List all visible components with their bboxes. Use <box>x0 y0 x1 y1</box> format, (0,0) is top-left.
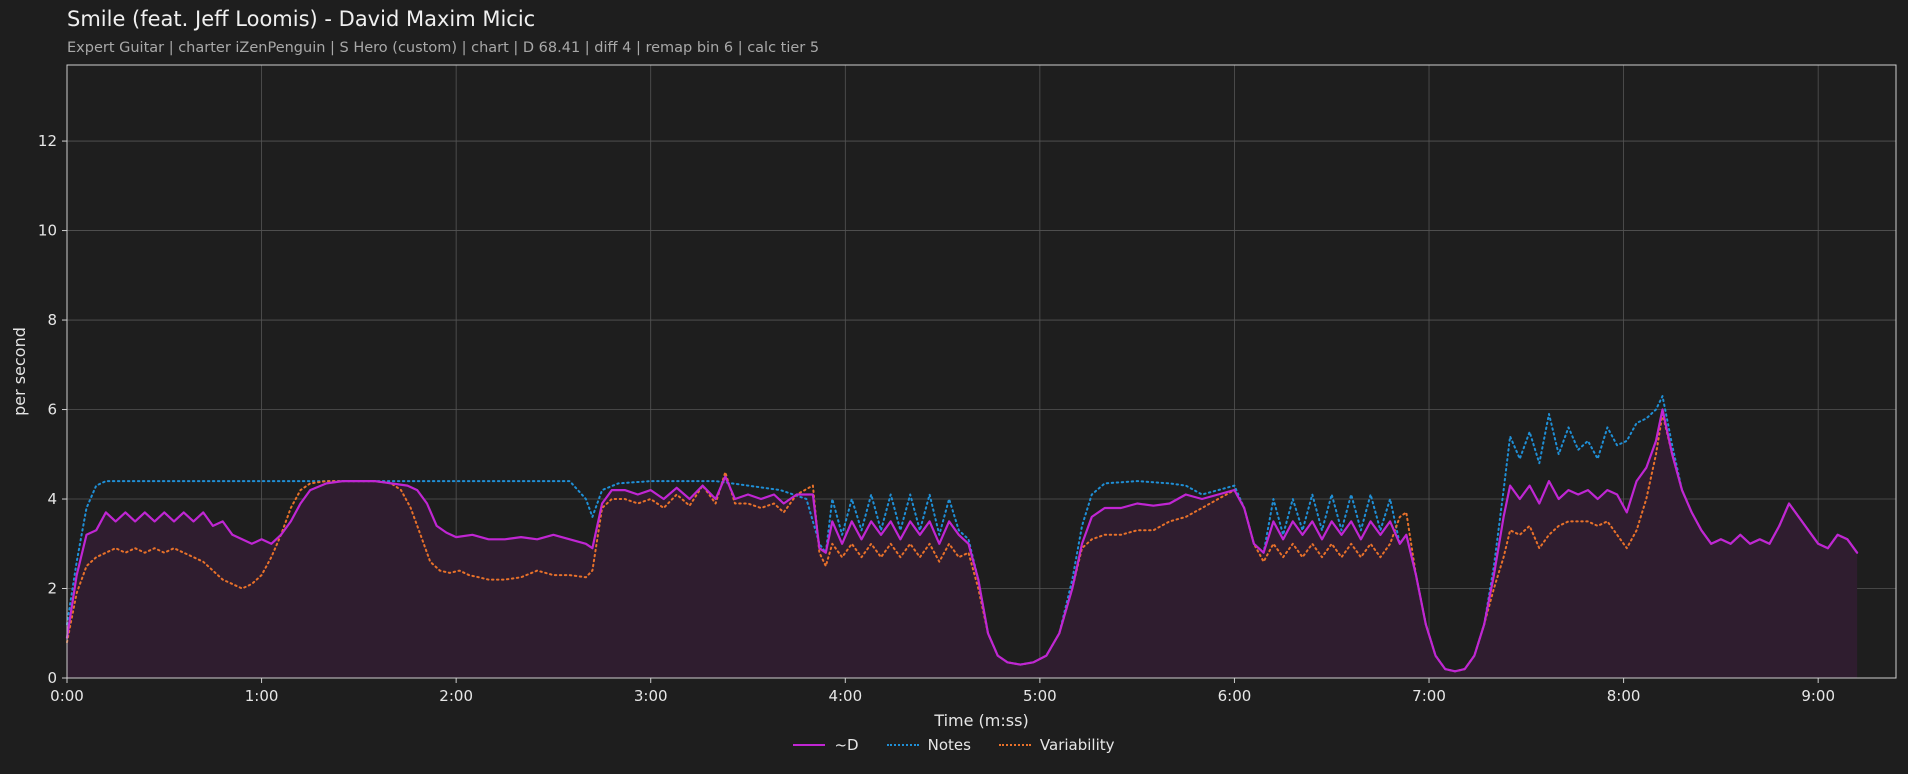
legend-swatch-notes <box>886 744 919 746</box>
y-tick-label: 8 <box>47 311 57 329</box>
y-tick-label: 6 <box>47 401 57 419</box>
legend-item-d: ~D <box>793 736 859 754</box>
y-tick-label: 2 <box>47 580 57 598</box>
chart-title: Smile (feat. Jeff Loomis) - David Maxim … <box>67 7 536 31</box>
tick-layer: 0:00 1:00 2:00 3:00 4:00 5:00 6:00 7:00 8:00 9:00… <box>38 132 1835 705</box>
legend-swatch-d <box>793 744 826 746</box>
legend-label-notes: Notes <box>927 736 971 754</box>
y-tick-label: 12 <box>38 132 57 150</box>
y-tick-label: 10 <box>38 222 57 240</box>
x-tick-label: 6:00 <box>1218 687 1252 705</box>
series-layer <box>65 395 1859 673</box>
chart-subtitle: Expert Guitar | charter iZenPenguin | S … <box>67 40 820 56</box>
legend-swatch-variability <box>998 744 1031 746</box>
y-axis-label: per second <box>10 327 29 416</box>
series-line-notes <box>66 395 1859 673</box>
plot-frame <box>66 64 1897 679</box>
x-tick-label: 7:00 <box>1412 687 1446 705</box>
series-fill-d <box>67 409 1858 678</box>
x-tick-label: 4:00 <box>828 687 862 705</box>
x-axis-label: Time (m:ss) <box>933 711 1028 730</box>
x-tick-label: 2:00 <box>439 687 473 705</box>
x-tick-label: 5:00 <box>1023 687 1057 705</box>
legend: ~D Notes Variability <box>0 736 1908 754</box>
x-tick-label: 1:00 <box>245 687 279 705</box>
legend-label-variability: Variability <box>1039 736 1115 754</box>
y-tick-label: 4 <box>47 490 57 508</box>
legend-item-notes: Notes <box>886 736 971 754</box>
y-tick-label: 0 <box>47 669 57 687</box>
legend-label-d: ~D <box>834 736 859 754</box>
x-tick-label: 3:00 <box>634 687 668 705</box>
x-tick-label: 8:00 <box>1607 687 1641 705</box>
series-line-d <box>65 408 1859 673</box>
x-tick-label: 0:00 <box>50 687 84 705</box>
legend-item-variability: Variability <box>998 736 1115 754</box>
area-fill-layer <box>67 409 1858 678</box>
x-tick-label: 9:00 <box>1801 687 1835 705</box>
